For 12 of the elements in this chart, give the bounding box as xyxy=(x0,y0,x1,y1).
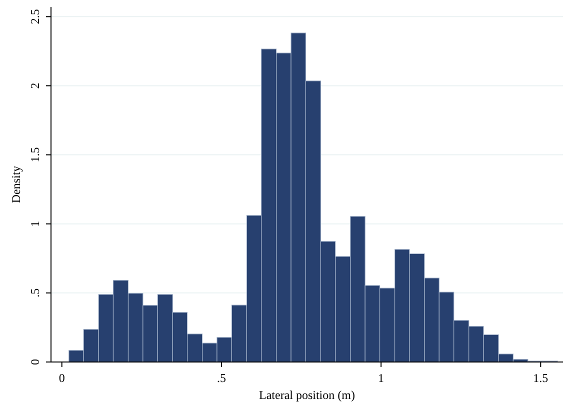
y-tick-label: 1 xyxy=(28,220,42,227)
x-axis-title: Lateral position (m) xyxy=(259,388,355,402)
x-tick-label: 0 xyxy=(58,371,65,385)
y-axis-title: Density xyxy=(9,166,23,204)
y-tick-label: .5 xyxy=(28,288,42,298)
x-tick-label: .5 xyxy=(216,371,226,385)
y-tick-label: 1.5 xyxy=(28,147,42,162)
y-tick-label: 2.5 xyxy=(28,9,42,24)
x-tick-label: 1 xyxy=(378,371,384,385)
y-tick-label: 0 xyxy=(28,359,42,365)
x-tick-label: 1.5 xyxy=(533,371,548,385)
y-tick-label: 2 xyxy=(28,82,42,89)
